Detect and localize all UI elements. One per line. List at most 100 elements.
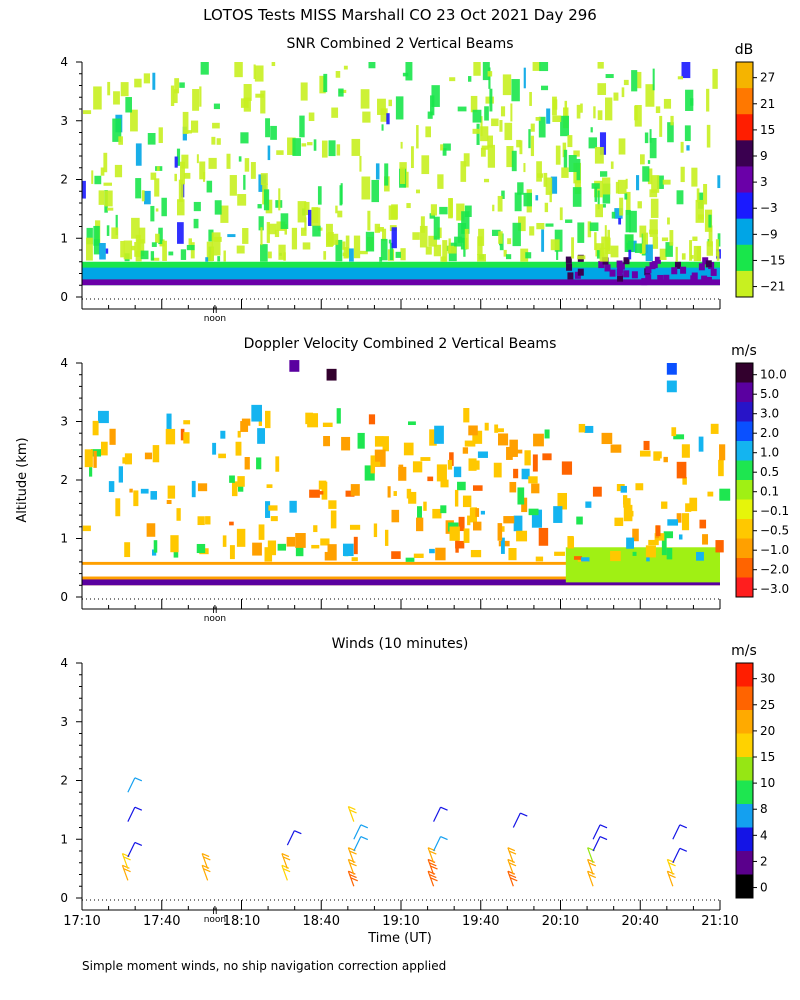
doppler-speckle xyxy=(166,499,172,505)
snr-speckle xyxy=(655,106,661,114)
doppler-speckle xyxy=(229,545,235,560)
snr-speckle xyxy=(681,253,686,260)
snr-speckle xyxy=(543,172,548,187)
snr-speckle-enhanced xyxy=(565,256,572,264)
snr-speckle xyxy=(696,188,700,203)
doppler-speckle xyxy=(470,549,482,558)
snr-colorbar-swatch xyxy=(736,166,753,194)
snr-speckle xyxy=(193,218,199,229)
wind-barb-staff xyxy=(507,859,514,875)
snr-speckle xyxy=(421,155,430,175)
snr-speckle xyxy=(260,173,268,185)
wind-barb-flag xyxy=(349,862,357,867)
snr-speckle xyxy=(214,200,222,215)
wind-barb-flag xyxy=(507,847,516,852)
doppler-speckle xyxy=(509,439,518,457)
snr-speckle xyxy=(567,135,573,148)
snr-speckle xyxy=(667,217,670,225)
doppler-speckle xyxy=(244,456,250,470)
doppler-speckle xyxy=(429,429,437,446)
snr-speckle xyxy=(497,195,503,212)
doppler-speckle xyxy=(251,404,262,422)
doppler-speckle xyxy=(183,420,191,425)
wind-barb-flag xyxy=(679,847,688,852)
doppler-speckle xyxy=(623,504,633,522)
panel-winds: Winds (10 minutes) 0 1 2 3 4 17:10 17:40 18:10 18… xyxy=(60,636,775,929)
snr-speckle xyxy=(625,209,631,233)
snr-speckle xyxy=(234,62,243,78)
snr-speckle-enhanced xyxy=(604,264,611,272)
doppler-speckle xyxy=(610,550,621,562)
doppler-speckle xyxy=(678,534,683,540)
snr-speckle xyxy=(637,201,642,209)
snr-speckle xyxy=(353,235,361,259)
doppler-speckle xyxy=(584,425,594,433)
snr-speckle xyxy=(591,183,600,189)
snr-speckle xyxy=(644,132,649,144)
snr-speckle xyxy=(649,219,658,237)
doppler-speckle xyxy=(133,490,139,507)
snr-speckle xyxy=(131,217,140,239)
panel-doppler: Doppler Velocity Combined 2 Vertical Bea… xyxy=(60,336,789,624)
doppler-colorbar-swatch xyxy=(736,519,753,539)
snr-speckle xyxy=(536,222,545,230)
snr-speckle xyxy=(338,88,344,97)
snr-speckle xyxy=(640,154,645,165)
doppler-speckle xyxy=(373,523,378,538)
doppler-speckle xyxy=(183,432,190,444)
snr-speckle xyxy=(604,225,607,241)
altitude-axis-label: Altitude (km) xyxy=(15,437,30,522)
snr-speckle xyxy=(150,205,155,222)
snr-speckle xyxy=(624,193,628,200)
doppler-speckle xyxy=(654,533,665,541)
doppler-speckle xyxy=(513,515,523,532)
snr-speckle xyxy=(500,106,506,117)
doppler-speckle xyxy=(468,458,477,471)
snr-speckle xyxy=(501,190,505,199)
snr-speckle xyxy=(412,232,420,240)
doppler-speckle xyxy=(265,501,271,518)
snr-speckle xyxy=(571,237,574,259)
snr-speckle xyxy=(103,152,108,173)
wind-barb-flag xyxy=(508,850,517,855)
snr-speckle xyxy=(388,99,393,107)
doppler-speckle xyxy=(393,491,397,496)
snr-speckle xyxy=(271,62,276,67)
snr-speckle xyxy=(491,229,501,236)
doppler-speckle xyxy=(516,530,528,542)
doppler-colorbar-tick-label: 10.0 xyxy=(760,368,787,382)
doppler-speckle xyxy=(191,480,196,498)
snr-colorbar-tick-label: 15 xyxy=(760,123,775,137)
snr-speckle xyxy=(650,198,659,218)
snr-speckle xyxy=(331,107,339,118)
snr-colorbar-swatch xyxy=(736,244,753,272)
doppler-speckle xyxy=(140,488,149,494)
doppler-speckle xyxy=(328,500,337,509)
wind-barb-staff xyxy=(127,842,136,858)
snr-speckle xyxy=(211,136,216,145)
doppler-speckle xyxy=(327,544,337,561)
snr-colorbar-tick-label: −3 xyxy=(760,201,778,215)
snr-speckle xyxy=(134,242,137,257)
doppler-speckle xyxy=(632,528,639,542)
snr-speckle xyxy=(183,172,191,179)
wind-barb-flag xyxy=(282,868,291,873)
doppler-speckle xyxy=(513,468,519,479)
snr-speckle xyxy=(512,222,521,247)
doppler-speckle xyxy=(109,428,116,445)
wind-barb-staff xyxy=(427,859,435,875)
snr-speckle xyxy=(614,208,623,219)
snr-speckle xyxy=(647,160,651,164)
winds-colorbar-tick-label: 0 xyxy=(760,881,768,895)
doppler-speckle xyxy=(667,519,679,526)
snr-speckle xyxy=(556,249,559,260)
doppler-speckle xyxy=(368,414,376,425)
doppler-speckle xyxy=(257,428,266,444)
snr-speckle xyxy=(634,243,642,253)
footnote: Simple moment winds, no ship navigation … xyxy=(82,959,446,973)
snr-speckle xyxy=(151,242,157,247)
snr-speckle xyxy=(205,257,209,262)
doppler-speckle xyxy=(472,485,483,491)
doppler-speckle xyxy=(653,451,661,461)
snr-band-core xyxy=(82,267,720,280)
